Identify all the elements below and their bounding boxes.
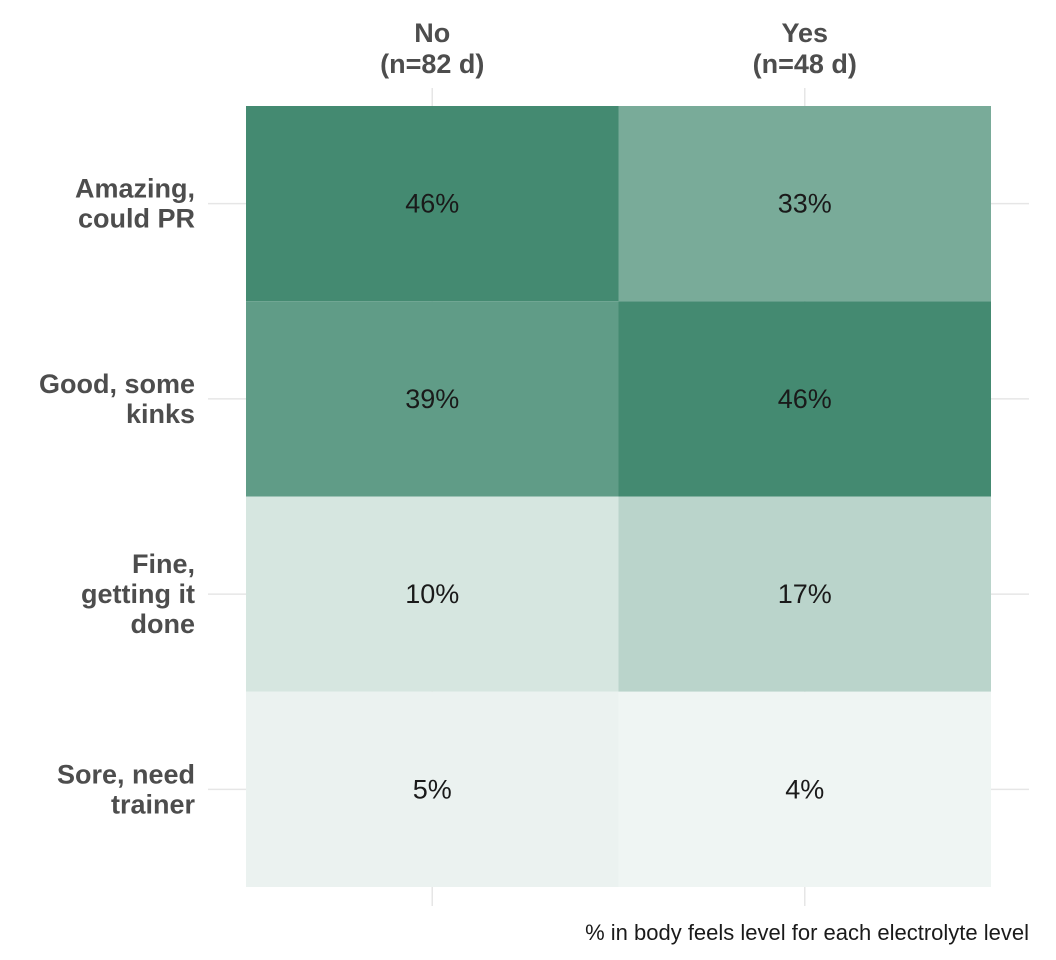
cell-value-label: 5% <box>413 774 452 804</box>
heatmap-cell <box>618 496 991 692</box>
cell-value-label: 17% <box>778 579 832 609</box>
cell-labels: 46% 33% 39% 46% 10% 17% 5% 4% <box>405 189 832 805</box>
heatmap-cell <box>246 301 619 497</box>
cell-value-label: 33% <box>778 189 832 219</box>
row-label-fine: Fine, getting it done <box>81 549 195 639</box>
heatmap-cell <box>246 496 619 692</box>
heatmap-cell <box>618 301 991 497</box>
column-label-yes: Yes (n=48 d) <box>753 18 857 79</box>
cell-value-label: 4% <box>785 774 824 804</box>
cell-value-label: 39% <box>405 384 459 414</box>
row-label-good-some: Good, some kinks <box>39 369 195 429</box>
column-label-no: No (n=82 d) <box>380 18 484 79</box>
heatmap-cells <box>246 106 991 887</box>
row-label-amazing: Amazing, could PR <box>75 174 195 234</box>
column-labels: No (n=82 d) Yes (n=48 d) <box>380 18 857 79</box>
cell-value-label: 46% <box>405 189 459 219</box>
cell-value-label: 10% <box>405 579 459 609</box>
heatmap-cell <box>618 691 991 887</box>
row-labels: Amazing, could PR Good, some kinks Fine, gett… <box>39 174 195 820</box>
chart-caption: % in body feels level for each electroly… <box>585 920 1029 945</box>
heatmap-cell <box>246 691 619 887</box>
row-label-sore-need: Sore, need trainer <box>57 759 196 819</box>
heatmap-cell <box>618 106 991 302</box>
cell-value-label: 46% <box>778 384 832 414</box>
heatmap-cell <box>246 106 619 302</box>
